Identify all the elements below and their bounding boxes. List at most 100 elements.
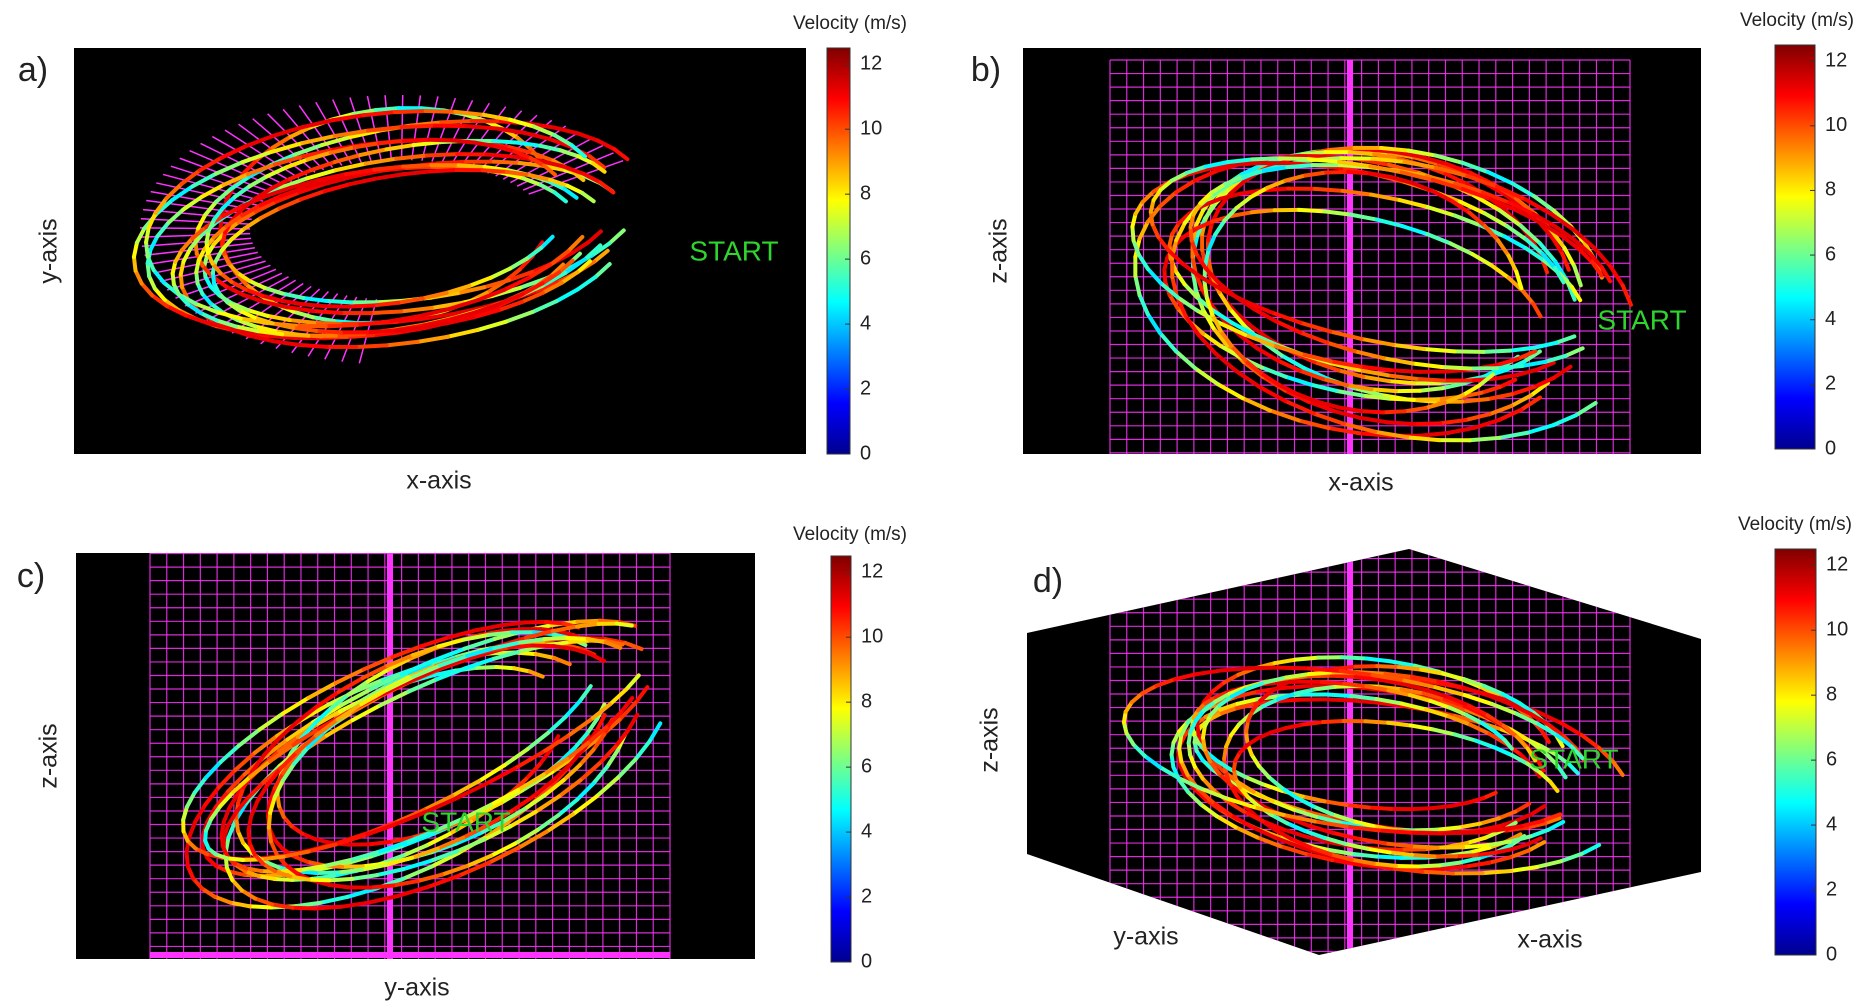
colorbar-tick-label: 12 — [1825, 49, 1847, 71]
streamline-segment — [362, 684, 389, 701]
streamline-segment — [234, 815, 240, 834]
streamline-segment — [1531, 301, 1543, 319]
streamline-segment — [1532, 340, 1559, 350]
streamline-segment — [1322, 209, 1353, 217]
wall-mesh — [252, 118, 316, 173]
streamline-segment — [1361, 374, 1391, 384]
streamline-segment — [1369, 192, 1402, 203]
streamline-segment — [1535, 709, 1563, 725]
streamline-segment — [147, 274, 157, 291]
streamline-segment — [236, 785, 246, 806]
colorbar-title: Velocity (m/s) — [793, 524, 907, 545]
streamline-segment — [1314, 814, 1342, 825]
streamline-segment — [566, 234, 585, 254]
streamline-segment — [1363, 719, 1391, 725]
streamline-segment — [1620, 283, 1633, 307]
streamline-segment — [218, 743, 241, 764]
streamline-segment — [235, 270, 252, 283]
streamline-segment — [558, 148, 581, 159]
streamline-segment — [256, 874, 277, 881]
streamline-segment — [633, 739, 652, 762]
streamline-segment — [401, 843, 429, 858]
streamline-segment — [525, 730, 551, 752]
streamline-segment — [617, 701, 638, 722]
streamline-segment — [1411, 397, 1441, 402]
streamline-segment — [1546, 819, 1566, 832]
streamline-segment — [556, 629, 576, 638]
streamline-segment — [569, 143, 587, 159]
streamline-segment — [1486, 170, 1515, 186]
streamline-segment — [190, 224, 209, 241]
streamline-segment — [1245, 736, 1260, 747]
colorbar — [1774, 44, 1816, 450]
streamline-segment — [1188, 212, 1196, 230]
streamline-segment — [1219, 666, 1251, 673]
streamline-segment — [391, 325, 423, 333]
streamline-segment — [1167, 292, 1180, 310]
streamline-segment — [1205, 163, 1234, 172]
streamline-segment — [1514, 812, 1534, 823]
streamline-segment — [1543, 353, 1568, 364]
streamline-segment — [575, 618, 603, 624]
streamline-segment — [305, 168, 338, 181]
streamline-segment — [1569, 744, 1585, 761]
streamline-segment — [1225, 157, 1255, 165]
streamline-segment — [1374, 697, 1404, 706]
streamline-segment — [1337, 820, 1367, 829]
streamline-segment — [1328, 329, 1364, 341]
streamline-segment — [1205, 221, 1214, 243]
streamline-segment — [1273, 697, 1301, 704]
streamline-segment — [565, 740, 591, 761]
streamline-segment — [330, 113, 366, 123]
streamline-segment — [423, 108, 458, 114]
streamline-segment — [178, 272, 185, 290]
streamline-segment — [146, 211, 158, 230]
streamline-segment — [543, 778, 566, 797]
streamline-segment — [1344, 383, 1374, 392]
streamline-segment — [1209, 181, 1228, 195]
streamline-segment — [144, 225, 151, 245]
streamline-segment — [1190, 254, 1198, 276]
streamline-segment — [507, 643, 535, 650]
streamline-segment — [1279, 353, 1306, 371]
streamline-segment — [270, 134, 293, 150]
streamline-segment — [1542, 816, 1562, 826]
streamline-segment — [1401, 682, 1429, 693]
streamline-segment — [455, 285, 487, 296]
streamline-segment — [480, 168, 509, 174]
streamline-segment — [1251, 789, 1275, 804]
streamline-segment — [294, 704, 319, 725]
streamline-segment — [155, 220, 171, 239]
streamline-segment — [1448, 241, 1475, 257]
streamline-segment — [240, 149, 274, 165]
streamline-segment — [1485, 392, 1514, 402]
colorbar-tick-label: 0 — [1826, 943, 1837, 965]
colorbar-tick-label: 4 — [1825, 308, 1836, 330]
streamline-segment — [482, 278, 512, 290]
streamline-segment — [1214, 758, 1232, 772]
streamline-segment — [1283, 388, 1311, 404]
streamline-segment — [1306, 823, 1335, 835]
streamline-segment — [1337, 405, 1364, 414]
streamline-segment — [1136, 252, 1150, 271]
streamline-segment — [1386, 396, 1416, 402]
streamline-segment — [1468, 722, 1492, 736]
streamline-segment — [1526, 840, 1547, 853]
streamline-segment — [1275, 358, 1302, 373]
streamline-segment — [1291, 807, 1319, 819]
streamline-segment — [285, 305, 316, 314]
streamline-segment — [439, 864, 469, 877]
streamline-segment — [1388, 368, 1422, 374]
streamline-segment — [1210, 800, 1233, 817]
streamline-segment — [1194, 252, 1208, 271]
streamline-segment — [327, 882, 351, 890]
streamline-segment — [1279, 785, 1299, 800]
streamline-segment — [1234, 310, 1255, 330]
streamline-segment — [614, 621, 634, 628]
streamline-segment — [1211, 325, 1230, 348]
streamline-segment — [285, 720, 316, 742]
streamline-segment — [312, 706, 333, 726]
streamline-segment — [1130, 224, 1136, 243]
streamline-segment — [1259, 365, 1288, 379]
streamline-segment — [209, 804, 223, 822]
